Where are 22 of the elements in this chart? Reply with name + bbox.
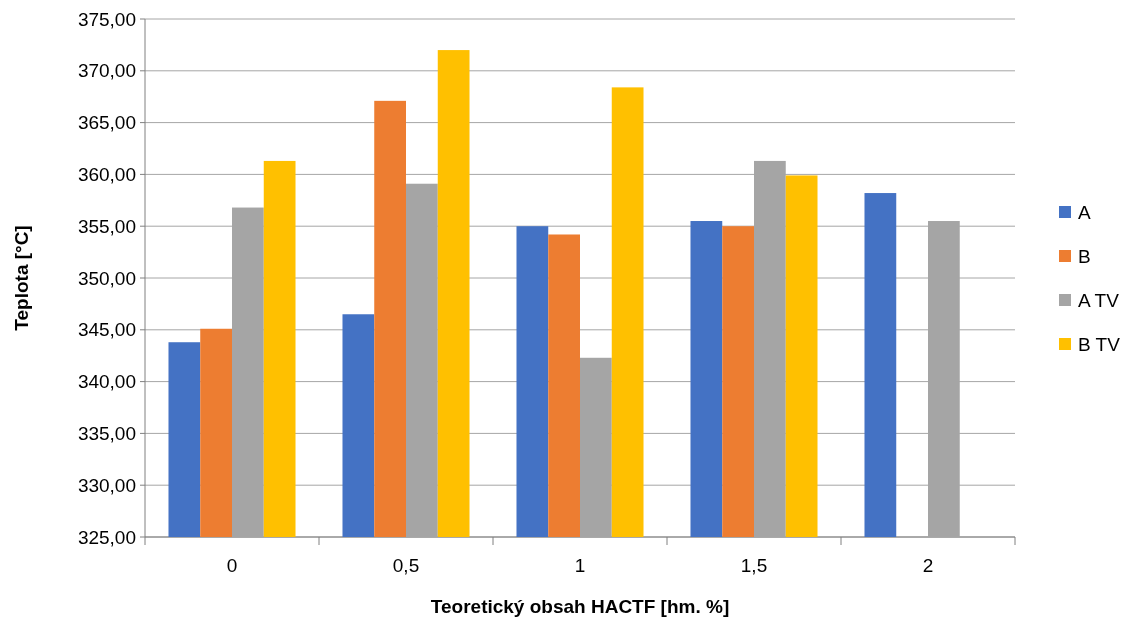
y-tick-label: 330,00: [77, 474, 136, 496]
x-tick-label: 0,5: [392, 555, 420, 576]
y-tick-label: 365,00: [77, 112, 136, 134]
y-tick-label: 355,00: [77, 215, 136, 237]
legend-label: A: [1078, 201, 1091, 223]
y-tick-label: 335,00: [77, 423, 136, 445]
y-tick-label: 325,00: [77, 526, 136, 548]
x-axis-title: Teoretický obsah HACTF [hm. %]: [430, 596, 730, 617]
y-tick-label: 360,00: [77, 164, 136, 186]
y-tick-label: 345,00: [77, 319, 136, 341]
legend-label: B TV: [1078, 333, 1121, 355]
legend-label: B: [1078, 245, 1091, 267]
legend-label: A TV: [1078, 289, 1120, 311]
y-tick-label: 350,00: [77, 267, 136, 289]
y-tick-label: 375,00: [77, 8, 136, 30]
x-tick-label: 2: [922, 555, 934, 576]
x-tick-label: 1: [574, 555, 586, 576]
x-tick-label: 1,5: [740, 555, 768, 576]
y-tick-label: 370,00: [77, 60, 136, 82]
y-axis-title: Teplota [°C]: [11, 225, 32, 331]
x-tick-label: 0: [226, 555, 238, 576]
y-tick-label: 340,00: [77, 371, 136, 393]
